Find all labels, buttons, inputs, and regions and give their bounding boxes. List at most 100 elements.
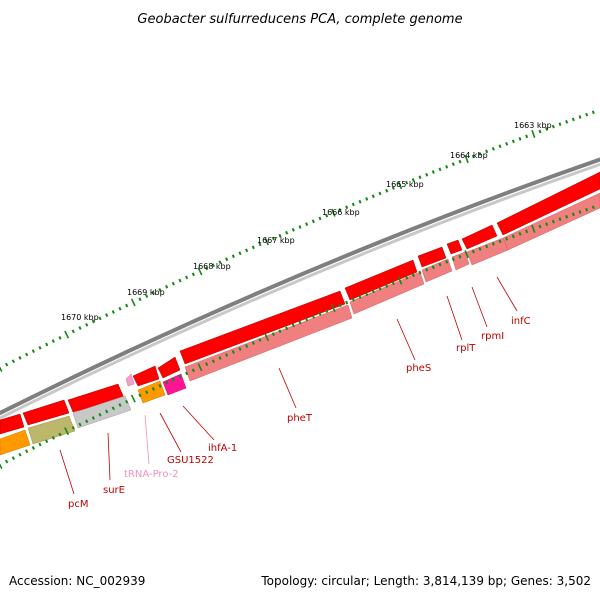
callout-line-infC <box>496 276 518 312</box>
minor-tick <box>418 270 422 275</box>
minor-tick <box>585 207 589 212</box>
feature-arrow <box>179 290 346 365</box>
minor-tick <box>565 119 569 124</box>
minor-tick <box>271 332 275 337</box>
minor-tick <box>211 359 215 363</box>
minor-tick <box>438 262 442 267</box>
minor-tick <box>151 291 155 295</box>
gene-label-pheT: pheT <box>287 413 313 424</box>
feature-arrow <box>157 356 181 379</box>
feature-arrow <box>132 365 160 387</box>
minor-tick <box>51 339 55 344</box>
minor-tick <box>58 432 62 437</box>
minor-tick <box>545 222 549 226</box>
minor-tick <box>38 442 42 447</box>
minor-tick <box>471 154 475 159</box>
minor-tick <box>51 435 55 440</box>
minor-tick <box>71 425 75 430</box>
major-tick <box>531 129 536 138</box>
callout-line-surE <box>107 432 111 481</box>
minor-tick <box>385 188 389 193</box>
minor-tick <box>405 180 409 185</box>
minor-tick <box>425 172 429 177</box>
minor-tick <box>505 141 509 146</box>
minor-tick <box>525 134 529 139</box>
minor-tick <box>78 422 82 427</box>
major-tick <box>0 366 3 372</box>
minor-tick <box>158 383 162 388</box>
feature-arrow <box>125 373 135 387</box>
minor-tick <box>478 152 482 156</box>
feature-arrow <box>0 413 25 435</box>
minor-tick <box>578 210 582 214</box>
minor-tick <box>511 234 515 239</box>
scale-labels: 1663 kbp 1664 kbp 1665 kbp 1666 kbp 1667… <box>61 121 552 322</box>
feature-arrow <box>417 246 447 268</box>
minor-tick <box>478 247 482 251</box>
minor-tick <box>58 335 62 340</box>
minor-tick <box>318 312 322 316</box>
minor-tick <box>371 194 375 199</box>
minor-tick <box>165 380 169 385</box>
outer-tick-marks <box>0 110 595 372</box>
feature-block <box>72 395 132 429</box>
minor-tick <box>471 249 475 254</box>
minor-tick <box>205 266 209 271</box>
minor-tick <box>111 406 115 411</box>
minor-tick <box>211 263 215 268</box>
minor-tick <box>345 300 349 305</box>
minor-tick <box>451 162 455 167</box>
backbone-inner-line <box>0 162 600 420</box>
minor-tick <box>431 170 435 174</box>
callout-line-ihfA-1 <box>182 405 215 441</box>
feature-block <box>349 271 425 315</box>
minor-tick <box>291 227 295 232</box>
minor-tick <box>285 326 289 331</box>
minor-tick <box>451 257 455 262</box>
minor-tick <box>425 268 429 272</box>
minor-tick <box>445 260 449 264</box>
major-tick <box>0 463 3 469</box>
minor-tick <box>191 368 195 373</box>
backbone-outer-line <box>0 157 600 416</box>
minor-tick <box>38 345 42 350</box>
minor-tick <box>571 117 575 122</box>
minor-tick <box>585 112 589 117</box>
major-tick <box>531 224 536 233</box>
minor-tick <box>138 393 142 398</box>
minor-tick <box>351 202 355 207</box>
callout-line-rplT <box>446 295 463 341</box>
feature-arrow <box>461 224 498 250</box>
major-tick <box>197 363 203 372</box>
minor-tick <box>245 344 249 348</box>
minor-tick <box>218 260 222 265</box>
minor-tick <box>25 449 29 454</box>
gene-label-pheS: pheS <box>406 363 431 374</box>
minor-tick <box>71 329 75 334</box>
minor-tick <box>185 275 189 280</box>
major-tick <box>397 181 403 190</box>
minor-tick <box>231 350 235 354</box>
minor-tick <box>391 281 395 286</box>
feature-arrow <box>344 259 418 301</box>
major-tick <box>197 267 203 276</box>
minor-tick <box>171 377 175 382</box>
gene-label-infC: infC <box>511 316 531 327</box>
minor-tick <box>158 287 162 292</box>
tick-label: 1664 kbp <box>450 151 488 160</box>
minor-tick <box>305 222 309 227</box>
feature-block <box>27 415 76 445</box>
minor-tick <box>105 313 109 318</box>
backbone <box>0 157 600 420</box>
minor-tick <box>391 186 395 190</box>
minor-tick <box>311 219 315 224</box>
minor-tick <box>418 175 422 180</box>
minor-tick <box>378 191 382 196</box>
minor-tick <box>551 219 555 224</box>
feature-arrow <box>496 171 600 236</box>
minor-tick <box>118 306 122 311</box>
minor-tick <box>285 230 289 235</box>
major-tick <box>64 330 70 339</box>
minor-tick <box>365 292 369 297</box>
minor-tick <box>105 409 109 414</box>
